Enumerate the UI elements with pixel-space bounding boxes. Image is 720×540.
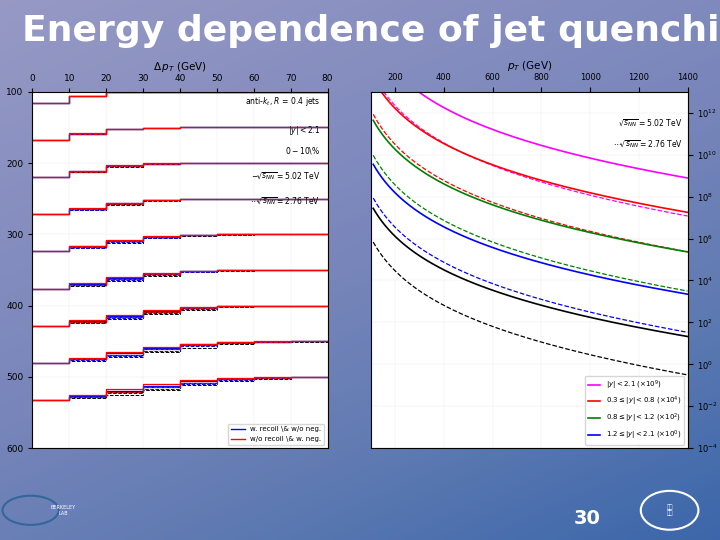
Legend: $|y|<2.1$ ($\times10^9$), $0.3\leq|y|<0.8$ ($\times10^4$), $0.8\leq|y|<1.2$ ($\t: $|y|<2.1$ ($\times10^9$), $0.3\leq|y|<0.… — [585, 375, 684, 445]
Text: $0-10$\%: $0-10$\% — [285, 145, 320, 156]
Text: $\sqrt{s_{NN}}=5.02$ TeV: $\sqrt{s_{NN}}=5.02$ TeV — [618, 118, 683, 130]
Legend: w. recoil \& w/o neg., w/o recoil \& w. neg.: w. recoil \& w/o neg., w/o recoil \& w. … — [228, 424, 324, 445]
Text: 清华
大学: 清华 大学 — [666, 504, 673, 516]
X-axis label: $\Delta\, p_T$ (GeV): $\Delta\, p_T$ (GeV) — [153, 59, 207, 73]
Text: $\cdots\!\sqrt{s_{NN}}=2.76$ TeV: $\cdots\!\sqrt{s_{NN}}=2.76$ TeV — [251, 195, 320, 207]
Text: $-\!\sqrt{s_{NN}}=5.02$ TeV: $-\!\sqrt{s_{NN}}=5.02$ TeV — [251, 170, 320, 181]
Text: $|y| < 2.1$: $|y| < 2.1$ — [288, 124, 320, 137]
Text: BERKELEY
LAB: BERKELEY LAB — [51, 505, 76, 516]
Text: Energy dependence of jet quenching: Energy dependence of jet quenching — [22, 14, 720, 48]
Text: 30: 30 — [573, 509, 600, 528]
Text: $\cdots\!\sqrt{s_{NN}}=2.76$ TeV: $\cdots\!\sqrt{s_{NN}}=2.76$ TeV — [613, 139, 683, 151]
Text: anti-$k_t$, $R$ = 0.4 jets: anti-$k_t$, $R$ = 0.4 jets — [245, 96, 320, 109]
Y-axis label: $p_T$ (GeV): $p_T$ (GeV) — [0, 247, 4, 293]
X-axis label: $p_T$ (GeV): $p_T$ (GeV) — [507, 59, 552, 73]
